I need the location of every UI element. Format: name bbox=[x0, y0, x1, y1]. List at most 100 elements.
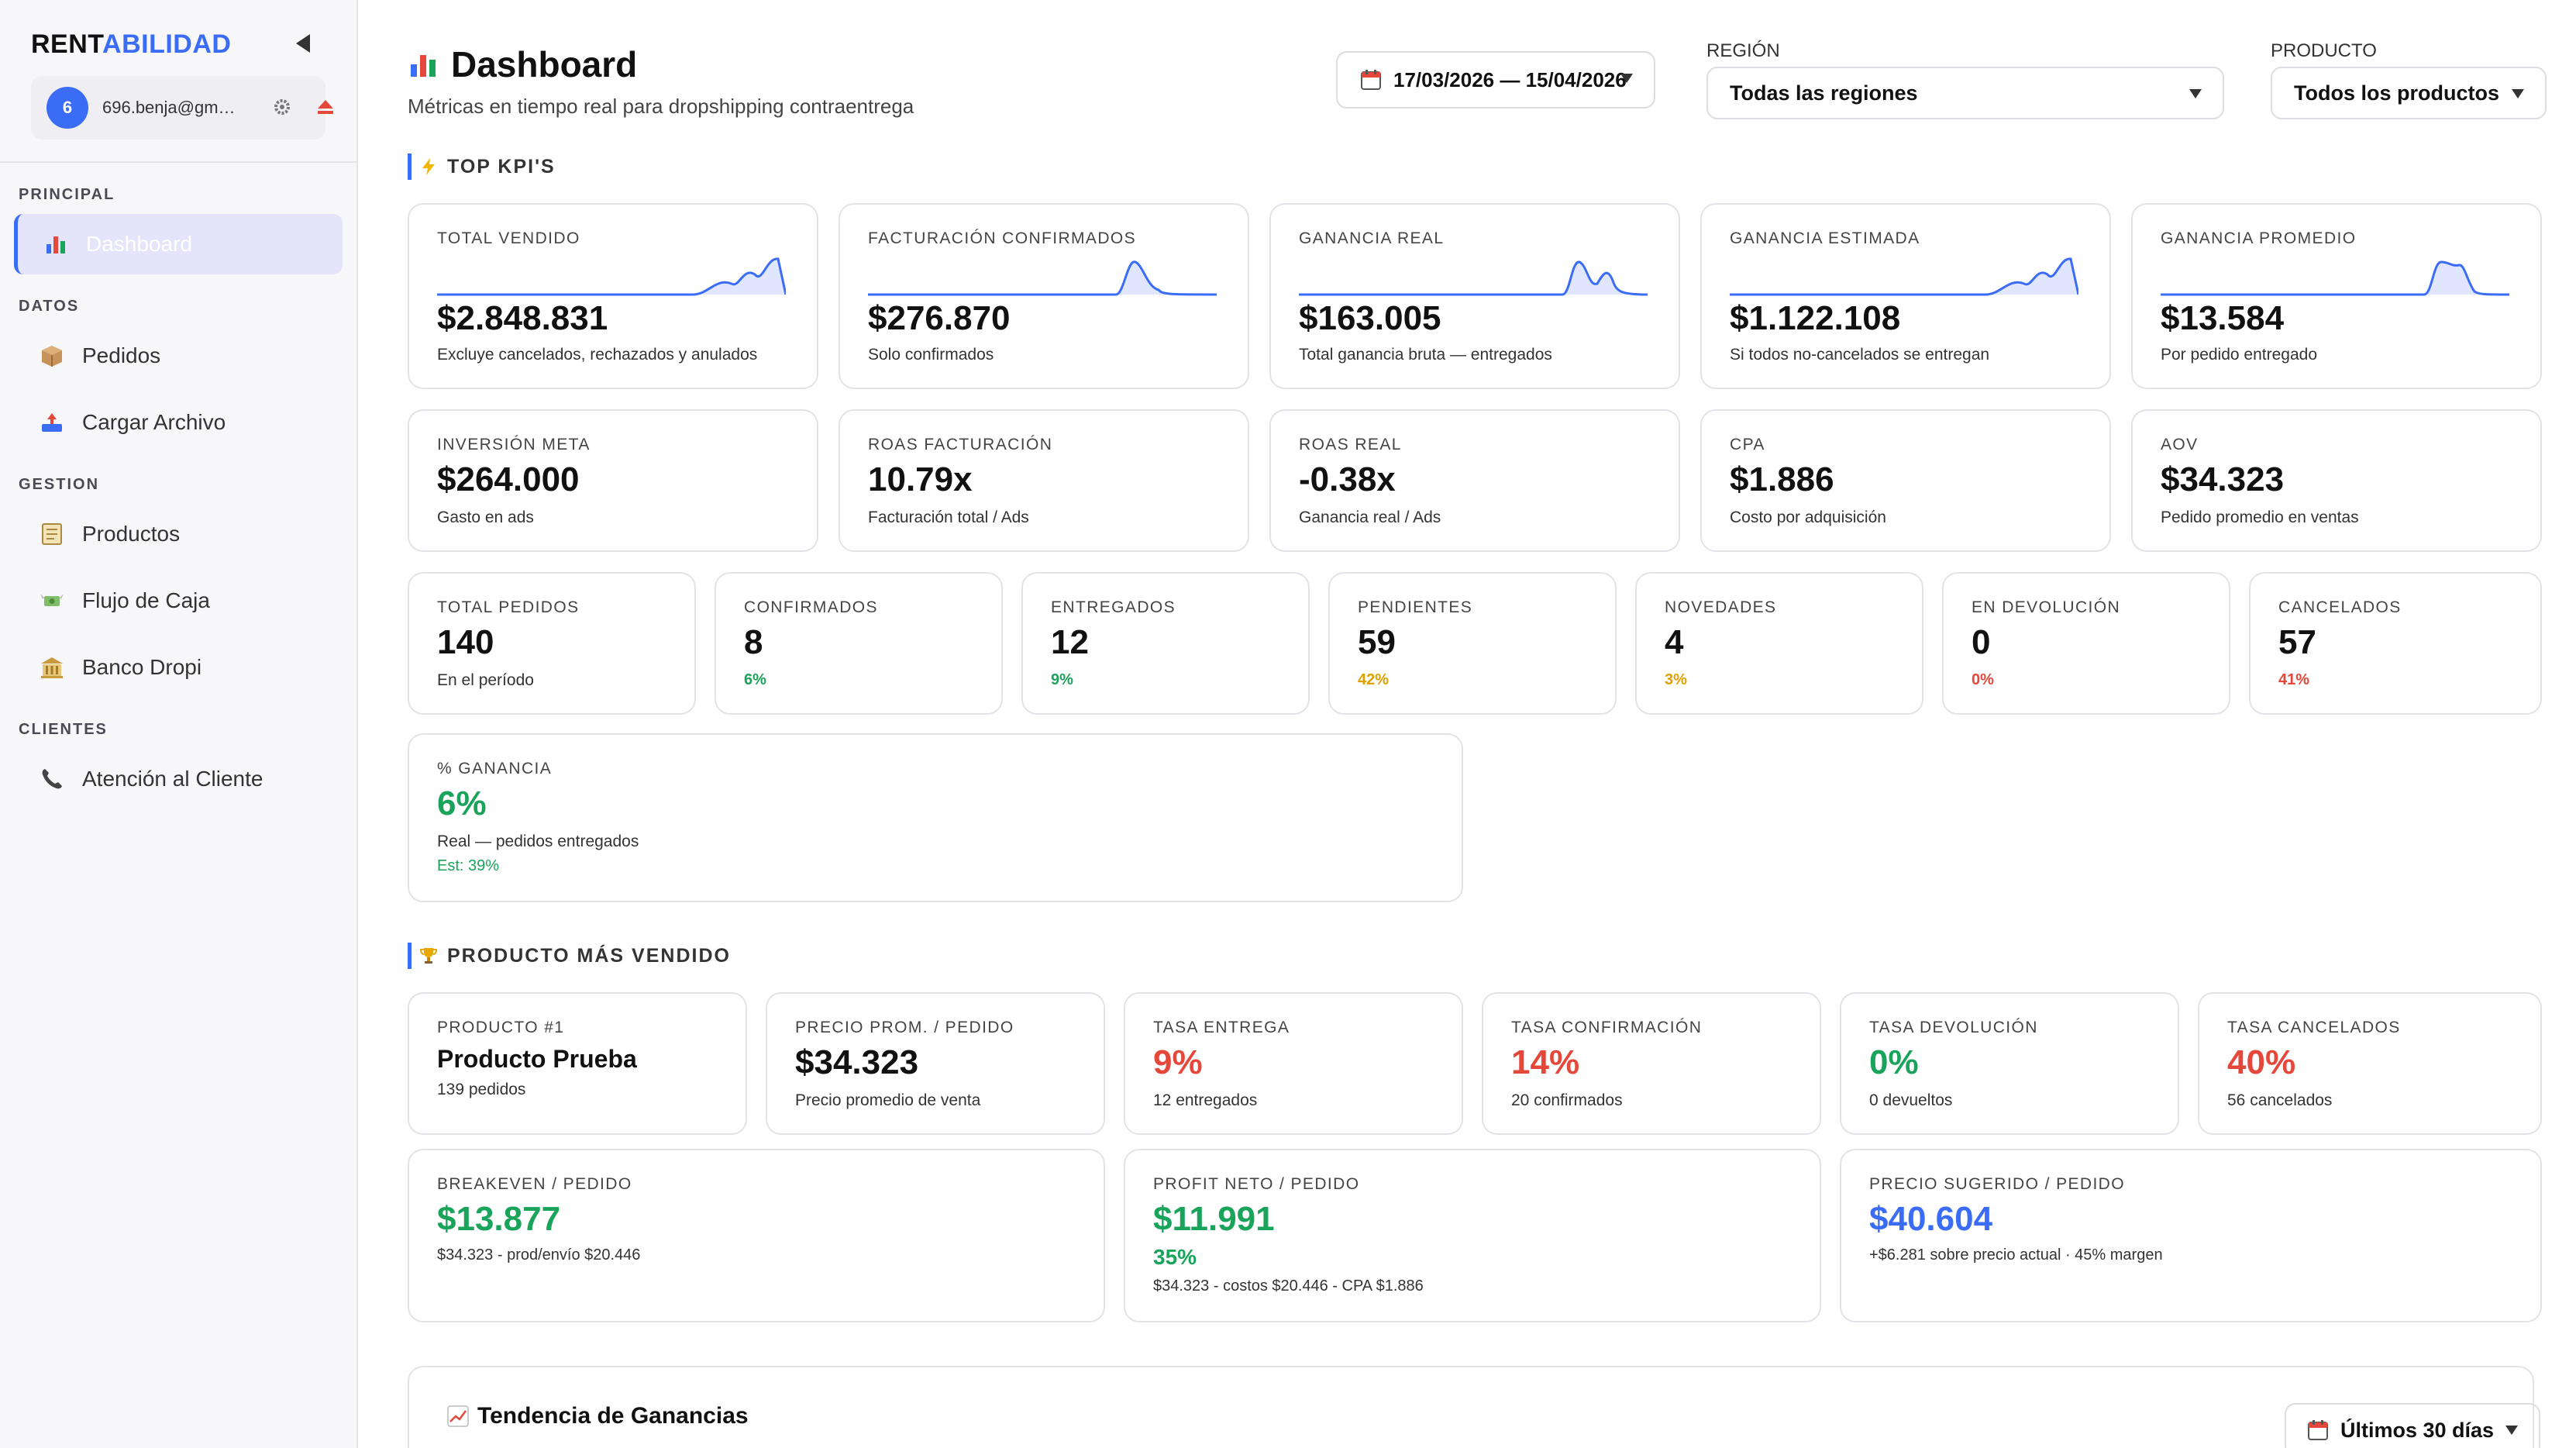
bar-chart-icon bbox=[43, 231, 69, 257]
kpi-card-inversion-meta: INVERSIÓN META $264.000 Gasto en ads bbox=[408, 409, 818, 552]
region-label: REGIÓN bbox=[1706, 40, 1780, 61]
trend-range-select[interactable]: Últimos 30 días bbox=[2285, 1403, 2540, 1448]
kpi-label: ROAS REAL bbox=[1299, 436, 1402, 453]
region-select[interactable]: Todas las regiones bbox=[1706, 67, 2224, 119]
kpi-card-novedades: NOVEDADES 4 3% bbox=[1635, 572, 1923, 715]
sidebar-item-label: Flujo de Caja bbox=[82, 588, 210, 612]
chevron-down-icon bbox=[2505, 1425, 2519, 1436]
sidebar-item-banco-dropi[interactable]: Banco Dropi bbox=[14, 637, 343, 698]
date-range-picker[interactable]: 17/03/2026 — 15/04/2026 bbox=[1336, 51, 1655, 109]
sidebar-item-productos[interactable]: Productos bbox=[14, 504, 343, 564]
sidebar-item-flujo-de-caja[interactable]: Flujo de Caja bbox=[14, 571, 343, 631]
kpi-label: NOVEDADES bbox=[1665, 598, 1777, 616]
page-subtitle: Métricas en tiempo real para dropshippin… bbox=[408, 95, 914, 118]
sidebar-item-atencion-al-cliente[interactable]: Atención al Cliente bbox=[14, 749, 343, 809]
kpi-value: $1.886 bbox=[1730, 460, 1834, 498]
sidebar-item-cargar-archivo[interactable]: Cargar Archivo bbox=[14, 392, 343, 453]
logout-button[interactable] bbox=[315, 96, 336, 118]
phone-icon bbox=[39, 766, 65, 792]
kpi-description: Ganancia real / Ads bbox=[1299, 509, 1441, 526]
kpi-value: 0 bbox=[1972, 623, 1991, 661]
calendar-icon bbox=[1359, 68, 1383, 91]
kpi-card-ganancia-real: GANANCIA REAL $163.005 Total ganancia br… bbox=[1269, 203, 1680, 389]
money-wings-icon bbox=[39, 588, 65, 614]
kpi-value: $34.323 bbox=[795, 1043, 919, 1081]
kpi-value: 8 bbox=[744, 623, 763, 661]
date-range-value: 17/03/2026 — 15/04/2026 bbox=[1393, 67, 1627, 91]
kpi-description: Excluye cancelados, rechazados y anulado… bbox=[437, 346, 758, 364]
product-select-value: Todos los productos bbox=[2294, 81, 2499, 105]
eject-icon bbox=[318, 100, 333, 114]
kpi-section-title: TOP KPI'S bbox=[447, 155, 556, 178]
kpi-label: GANANCIA PROMEDIO bbox=[2161, 229, 2357, 247]
product-card-profit-neto: PROFIT NETO / PEDIDO $11.991 35% $34.323… bbox=[1124, 1149, 1821, 1322]
kpi-value: -0.38x bbox=[1299, 460, 1396, 498]
sparkline bbox=[1730, 257, 2078, 296]
chevron-down-icon bbox=[2189, 88, 2202, 99]
user-card: 6 696.benja@gmail.com bbox=[31, 76, 333, 140]
chart-increasing-icon bbox=[446, 1405, 470, 1428]
kpi-description: $34.323 - prod/envío $20.446 bbox=[437, 1246, 641, 1264]
kpi-label: GANANCIA ESTIMADA bbox=[1730, 229, 1920, 247]
ledger-icon bbox=[39, 521, 65, 547]
kpi-card-aov: AOV $34.323 Pedido promedio en ventas bbox=[2131, 409, 2542, 552]
chevron-down-icon bbox=[2511, 88, 2525, 99]
kpi-description: 139 pedidos bbox=[437, 1081, 526, 1098]
gear-icon bbox=[274, 99, 290, 115]
kpi-label: TOTAL VENDIDO bbox=[437, 229, 580, 247]
kpi-label: TOTAL PEDIDOS bbox=[437, 598, 580, 616]
kpi-card-entregados: ENTREGADOS 12 9% bbox=[1021, 572, 1310, 715]
kpi-value: $11.991 bbox=[1153, 1200, 1275, 1238]
kpi-percent: 41% bbox=[2278, 671, 2310, 688]
kpi-card-facturacion-confirmados: FACTURACIÓN CONFIRMADOS $276.870 Solo co… bbox=[839, 203, 1249, 389]
product-section-header: PRODUCTO MÁS VENDIDO bbox=[408, 943, 731, 969]
section-accent-bar bbox=[408, 153, 412, 180]
kpi-label: PRECIO SUGERIDO / PEDIDO bbox=[1869, 1175, 2125, 1193]
user-email: 696.benja@gmail.com bbox=[102, 98, 242, 117]
brand-logo[interactable]: RENTABILIDAD bbox=[31, 29, 231, 60]
trend-card: Tendencia de Ganancias Últimos 30 días bbox=[408, 1366, 2540, 1448]
sidebar-section-clientes: CLIENTES bbox=[19, 721, 108, 738]
kpi-description: Costo por adquisición bbox=[1730, 509, 1886, 526]
kpi-label: FACTURACIÓN CONFIRMADOS bbox=[868, 229, 1137, 247]
sidebar-item-label: Productos bbox=[82, 522, 181, 546]
product-card-precio-sugerido: PRECIO SUGERIDO / PEDIDO $40.604 +$6.281… bbox=[1840, 1149, 2542, 1322]
kpi-section-header: TOP KPI'S bbox=[408, 153, 556, 180]
collapse-sidebar-button[interactable] bbox=[294, 33, 312, 54]
sidebar-item-pedidos[interactable]: Pedidos bbox=[14, 326, 343, 386]
sidebar-item-label: Cargar Archivo bbox=[82, 410, 226, 434]
sidebar-item-label: Atención al Cliente bbox=[82, 767, 263, 791]
kpi-value: 0% bbox=[1869, 1043, 1919, 1081]
kpi-label: EN DEVOLUCIÓN bbox=[1972, 598, 2121, 616]
kpi-value: 140 bbox=[437, 623, 494, 661]
kpi-percent: 3% bbox=[1665, 671, 1687, 688]
kpi-label: CPA bbox=[1730, 436, 1765, 453]
kpi-description: Pedido promedio en ventas bbox=[2161, 509, 2359, 526]
avatar[interactable]: 6 bbox=[46, 87, 88, 129]
kpi-card-cancelados: CANCELADOS 57 41% bbox=[2249, 572, 2542, 715]
calendar-icon bbox=[2306, 1419, 2330, 1442]
page-title-text: Dashboard bbox=[451, 44, 638, 84]
kpi-label: GANANCIA REAL bbox=[1299, 229, 1445, 247]
lightning-icon bbox=[419, 157, 438, 176]
product-card-producto-1: PRODUCTO #1 Producto Prueba 139 pedidos bbox=[408, 992, 747, 1135]
trophy-icon bbox=[419, 946, 438, 965]
settings-button[interactable] bbox=[271, 96, 293, 118]
kpi-value: $13.877 bbox=[437, 1200, 561, 1238]
kpi-estimate: Est: 39% bbox=[437, 857, 500, 874]
main-content: Dashboard Métricas en tiempo real para d… bbox=[360, 0, 2576, 1448]
trend-range-value: Últimos 30 días bbox=[2340, 1418, 2495, 1442]
kpi-value: $1.122.108 bbox=[1730, 299, 1901, 337]
bank-icon bbox=[39, 654, 65, 681]
kpi-value: $276.870 bbox=[868, 299, 1011, 337]
sidebar-item-dashboard[interactable]: Dashboard bbox=[14, 214, 343, 274]
kpi-card-confirmados: CONFIRMADOS 8 6% bbox=[715, 572, 1003, 715]
kpi-description: Por pedido entregado bbox=[2161, 346, 2317, 364]
sparkline bbox=[2161, 260, 2509, 296]
kpi-description: 56 cancelados bbox=[2227, 1091, 2333, 1109]
product-select[interactable]: Todos los productos bbox=[2271, 67, 2547, 119]
kpi-value: $163.005 bbox=[1299, 299, 1441, 337]
kpi-label: BREAKEVEN / PEDIDO bbox=[437, 1175, 632, 1193]
sidebar-item-label: Pedidos bbox=[82, 343, 161, 367]
kpi-percent: 0% bbox=[1972, 671, 1994, 688]
